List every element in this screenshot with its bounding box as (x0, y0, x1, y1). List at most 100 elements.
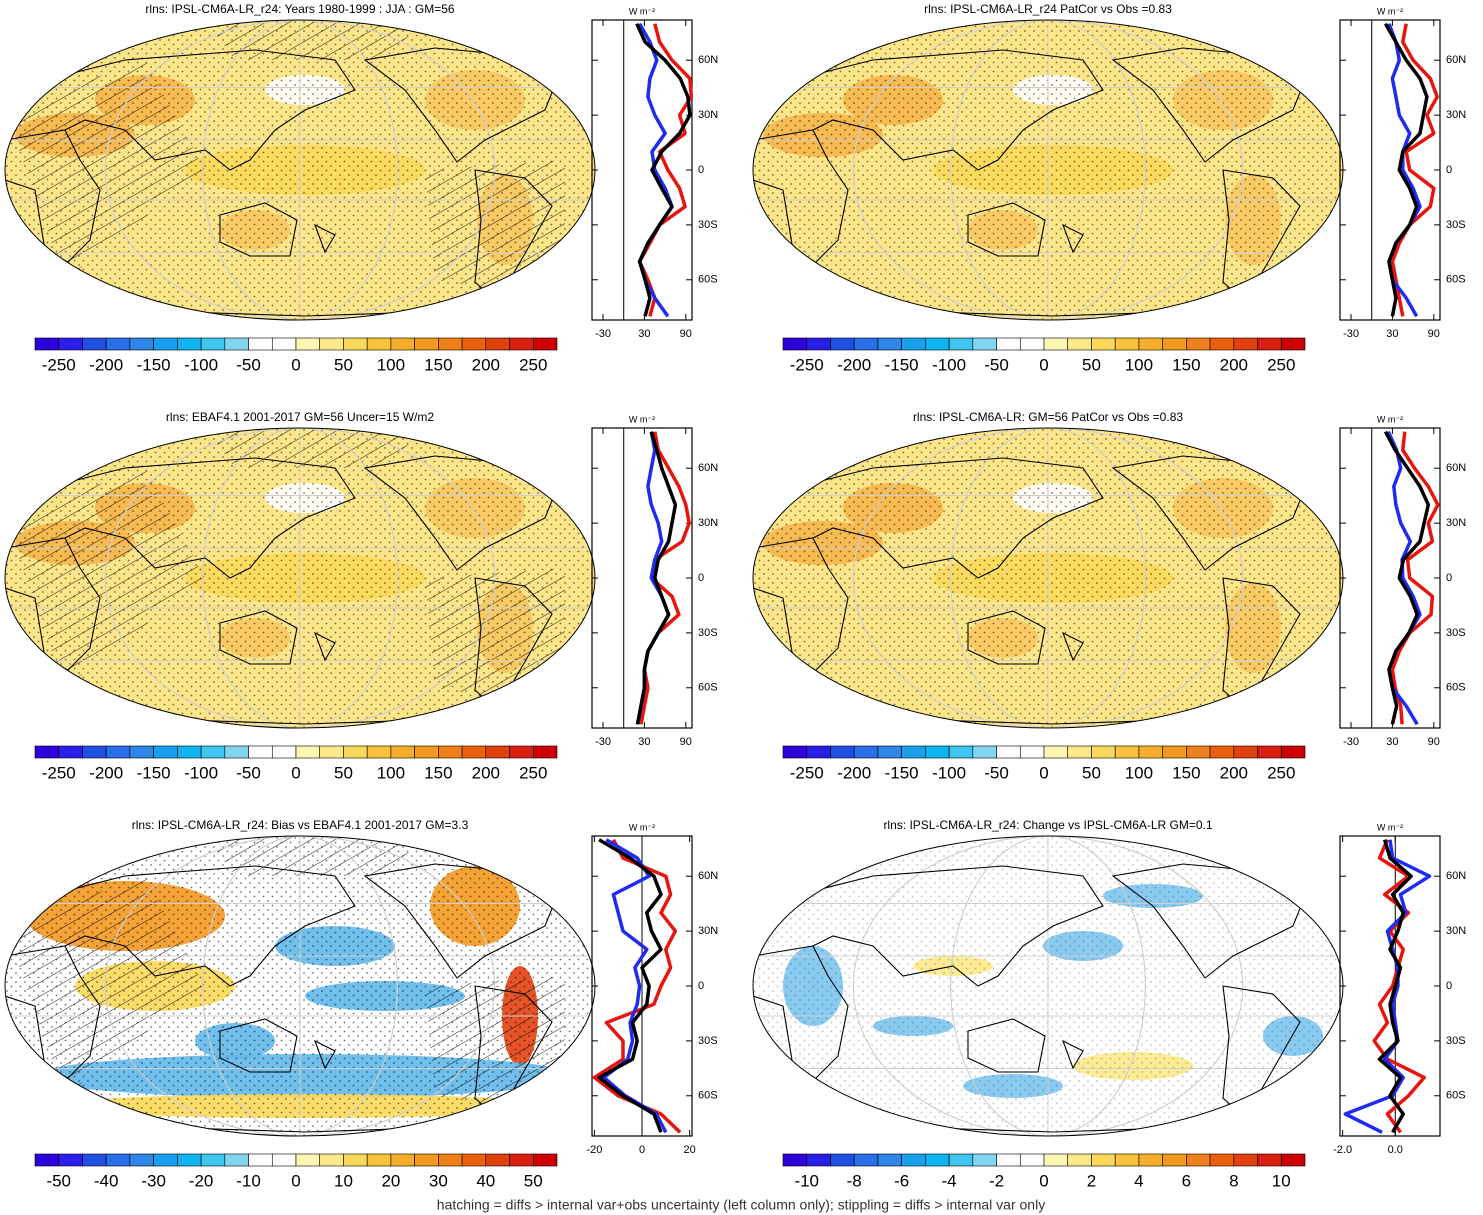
colorbar-swatch (1091, 745, 1116, 759)
colorbar-label: 50 (334, 355, 353, 374)
colorbar-label: 0 (1039, 355, 1048, 374)
y-tick-label: 0 (698, 572, 704, 584)
colorbar-label: 6 (1182, 1171, 1191, 1190)
colorbar-label: -100 (932, 355, 966, 374)
colorbar-label: 150 (1172, 355, 1200, 374)
colorbar-swatch (34, 337, 60, 351)
colorbar-swatch (948, 1153, 974, 1167)
colorbar-swatch (830, 337, 855, 351)
colorbar-swatch (948, 337, 974, 351)
zonal-line (1390, 23, 1439, 317)
colorbar-label: 50 (1082, 355, 1101, 374)
graticule (104, 428, 496, 728)
units-label: W m⁻² (629, 822, 655, 832)
map-content (5, 836, 595, 1136)
colorbar-label: -4 (942, 1171, 957, 1190)
colorbar-swatch (390, 1153, 415, 1167)
colorbar-swatch (105, 337, 131, 351)
colorbar-swatch (271, 337, 297, 351)
units-label: W m⁻² (629, 6, 655, 16)
colorbar-label: 50 (524, 1171, 543, 1190)
colorbar-swatch (1233, 745, 1258, 759)
colorbar-swatch (1067, 337, 1092, 351)
colorbar-swatch (996, 1153, 1021, 1167)
map-content (5, 428, 595, 728)
colorbar-swatch (177, 1153, 202, 1167)
colorbar-label: -50 (236, 763, 261, 782)
colorbar-swatch (509, 1153, 534, 1167)
colorbar-label: 250 (1267, 355, 1295, 374)
y-tick-label: 30N (698, 925, 718, 937)
colorbar-swatch (925, 745, 950, 759)
colorbar-label: 200 (1220, 763, 1248, 782)
colorbar-swatch (782, 1153, 808, 1167)
colorbar-label: 20 (381, 1171, 400, 1190)
colorbar-swatch (271, 745, 297, 759)
colorbar-label: 250 (519, 763, 547, 782)
y-tick-label: 30N (698, 517, 718, 529)
colorbar-swatch (532, 1153, 558, 1167)
colorbar-swatch (806, 1153, 831, 1167)
colorbar-swatch (248, 745, 273, 759)
zonal-line (1390, 431, 1440, 725)
colorbar-swatch (343, 745, 368, 759)
y-tick-label: 30S (1446, 219, 1466, 231)
colorbar-swatch (129, 745, 154, 759)
panel-title: rlns: IPSL-CM6A-LR_r24: Years 1980-1999 … (145, 2, 454, 16)
units-label: W m⁻² (629, 414, 655, 424)
x-tick-label: -30 (1343, 736, 1359, 748)
x-tick-label: 0 (639, 1144, 645, 1156)
y-tick-label: 30N (1446, 925, 1466, 937)
colorbar-swatch (532, 337, 558, 351)
colorbar-swatch (438, 745, 463, 759)
zonal-line (1377, 839, 1413, 1134)
colorbar-label: 100 (377, 763, 405, 782)
y-tick-label: 60N (1446, 462, 1466, 474)
colorbar-swatch (366, 745, 392, 759)
graticule (950, 428, 1146, 728)
y-tick-label: 30S (1446, 627, 1466, 639)
colorbar-label: 150 (1172, 763, 1200, 782)
colorbar-swatch (509, 745, 534, 759)
colorbar-swatch (1280, 337, 1306, 351)
colorbar-label: 0 (291, 1171, 300, 1190)
colorbar-swatch (830, 1153, 855, 1167)
colorbar-label: -10 (236, 1171, 261, 1190)
y-tick-label: 60N (698, 870, 718, 882)
y-tick-label: 60N (1446, 870, 1466, 882)
colorbar-swatch (177, 745, 202, 759)
y-tick-label: 30N (1446, 109, 1466, 121)
colorbar-swatch (1091, 337, 1116, 351)
colorbar-label: -200 (837, 763, 871, 782)
colorbar-swatch (82, 745, 107, 759)
graticule (950, 836, 1146, 1136)
colorbar-swatch (153, 1153, 178, 1167)
colorbar-swatch (461, 745, 487, 759)
colorbar-label: -200 (89, 763, 123, 782)
graticule (202, 836, 398, 1136)
graticule (104, 836, 496, 1136)
colorbar-swatch (782, 337, 808, 351)
y-tick-label: 30S (698, 627, 718, 639)
colorbar-swatch (972, 337, 997, 351)
colorbar-swatch (532, 745, 558, 759)
colorbar-swatch (1043, 337, 1069, 351)
zonal-line (602, 838, 668, 1134)
colorbar-swatch (853, 745, 879, 759)
colorbar-swatch (901, 745, 926, 759)
x-tick-label: -2.0 (1333, 1144, 1352, 1156)
colorbar-label: 10 (334, 1171, 353, 1190)
x-tick-label: -20 (586, 1144, 602, 1156)
colorbar-label: 150 (424, 355, 452, 374)
colorbar-swatch (58, 1153, 83, 1167)
colorbar-swatch (485, 745, 510, 759)
colorbar-swatch (1043, 745, 1069, 759)
colorbar-label: 250 (519, 355, 547, 374)
colorbar-swatch (82, 1153, 107, 1167)
colorbar-label: -250 (42, 355, 76, 374)
colorbar-swatch (34, 745, 60, 759)
colorbar-swatch (1162, 337, 1187, 351)
colorbar-label: -150 (137, 763, 171, 782)
map-local (5, 836, 595, 1136)
colorbar-label: -50 (236, 355, 261, 374)
